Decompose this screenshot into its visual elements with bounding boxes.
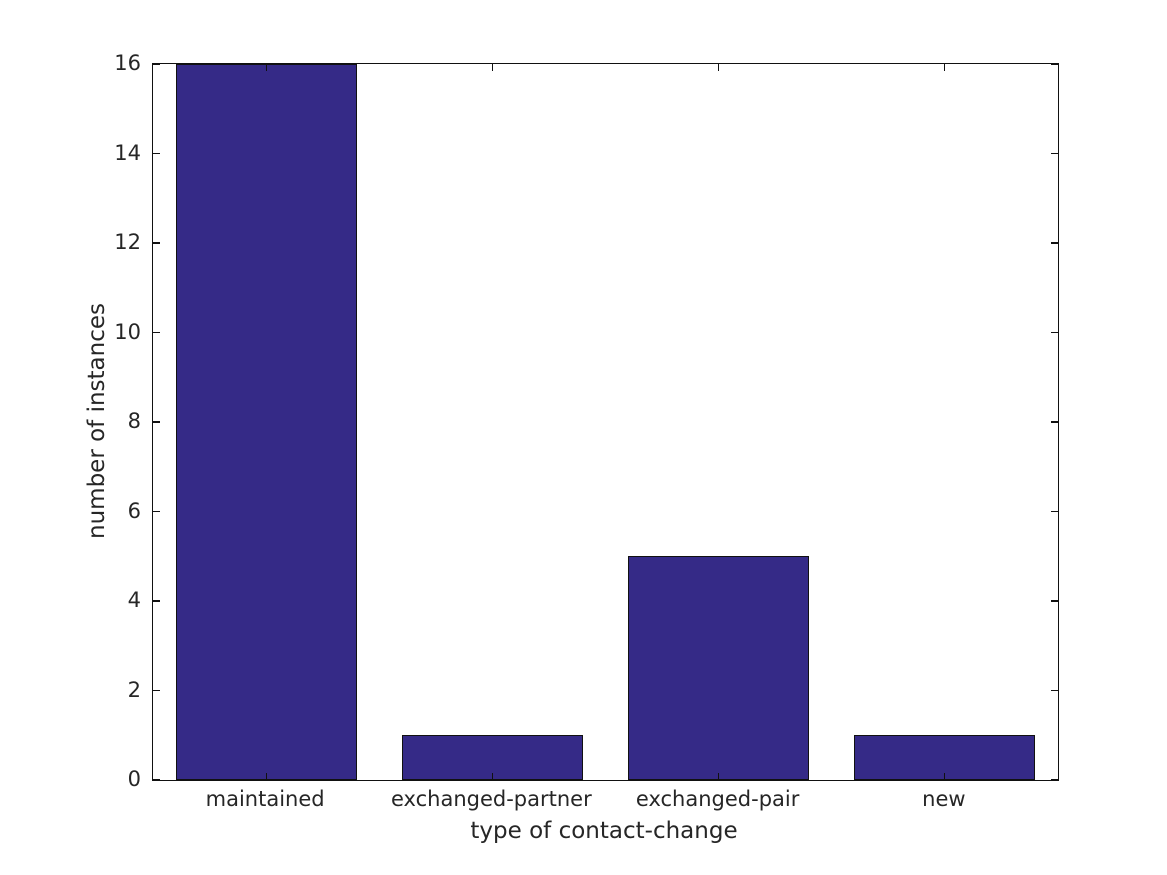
x-tick-label: new: [922, 787, 966, 811]
x-tick-mark-top: [491, 64, 493, 71]
x-axis-label: type of contact-change: [470, 818, 738, 844]
x-tick-mark-top: [718, 64, 720, 71]
x-tick-mark: [265, 773, 267, 780]
y-tick-mark-right: [1051, 63, 1058, 65]
y-tick-mark: [153, 63, 160, 65]
y-tick-mark: [153, 152, 160, 155]
y-tick-mark: [153, 331, 160, 334]
bar-maintained: [175, 64, 357, 780]
x-tick-mark: [491, 773, 493, 780]
y-tick-label: 4: [127, 588, 141, 612]
y-tick-mark: [153, 779, 160, 781]
y-tick-label: 14: [114, 140, 141, 165]
bar-exchanged-partner: [401, 735, 583, 780]
y-tick-label: 0: [127, 767, 141, 791]
y-tick-mark: [153, 600, 160, 602]
y-tick-mark-right: [1051, 152, 1058, 155]
y-tick-label: 10: [114, 319, 141, 344]
x-tick-label: maintained: [205, 787, 325, 811]
x-tick-mark-top: [265, 64, 267, 71]
y-tick-mark-right: [1051, 421, 1058, 423]
x-tick-label: exchanged-partner: [391, 787, 592, 811]
x-tick-mark: [718, 773, 720, 780]
y-tick-mark-right: [1051, 510, 1058, 513]
y-tick-label: 16: [114, 51, 141, 75]
x-tick-mark: [944, 773, 946, 780]
x-tick-label: exchanged-pair: [635, 787, 800, 811]
y-tick-label: 6: [127, 498, 141, 523]
bar-exchanged-pair: [628, 556, 810, 780]
y-tick-label: 8: [127, 409, 141, 433]
y-tick-label: 12: [114, 230, 141, 254]
plot-area: [152, 63, 1059, 781]
y-tick-label: 2: [127, 677, 141, 702]
y-tick-mark: [153, 689, 160, 692]
y-tick-mark-right: [1051, 689, 1058, 692]
y-tick-mark: [153, 242, 160, 244]
y-tick-mark: [153, 421, 160, 423]
y-tick-mark-right: [1051, 242, 1058, 244]
bar-new: [854, 735, 1036, 780]
x-tick-mark-top: [944, 64, 946, 71]
y-tick-mark: [153, 510, 160, 513]
y-tick-mark-right: [1051, 600, 1058, 602]
y-tick-mark-right: [1051, 779, 1058, 781]
y-tick-mark-right: [1051, 331, 1058, 334]
